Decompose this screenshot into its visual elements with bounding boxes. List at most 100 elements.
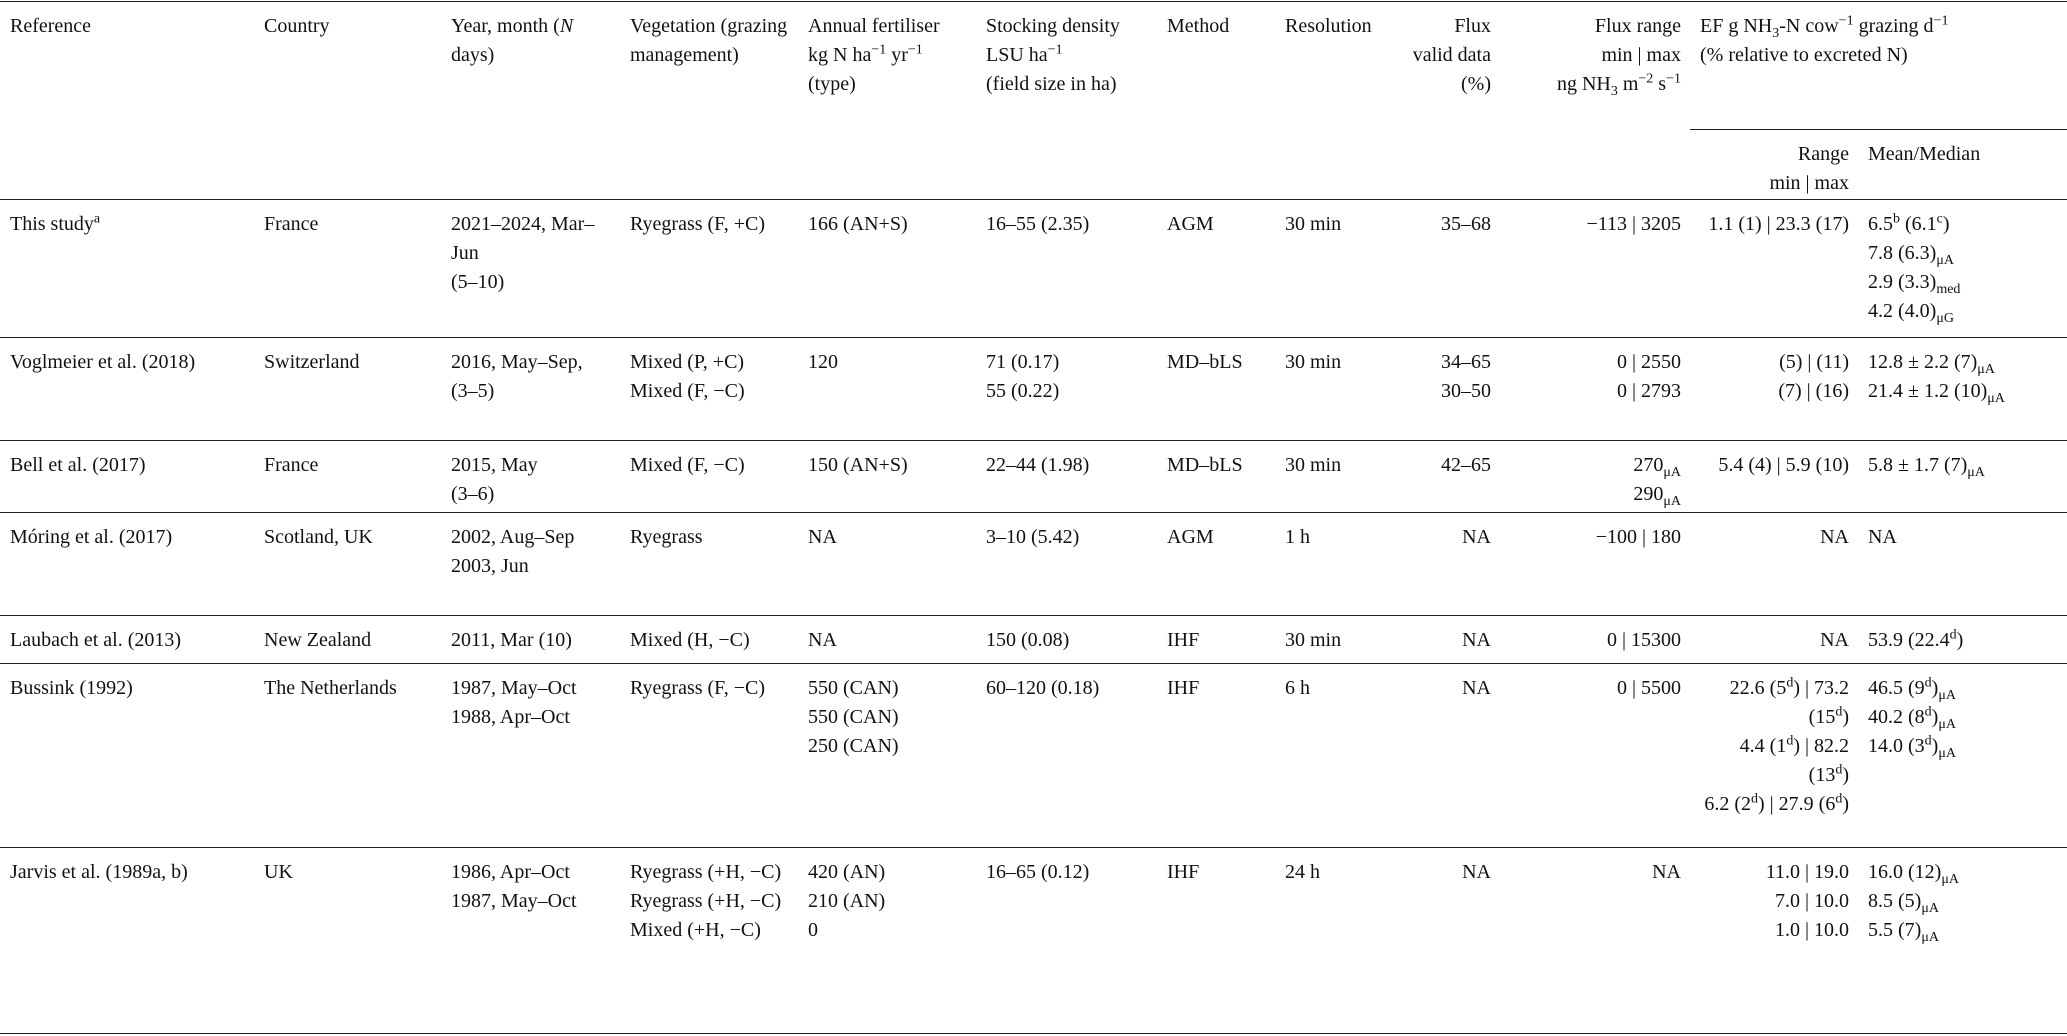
cell-line: Scotland, UK bbox=[264, 526, 373, 548]
subscript: med bbox=[1936, 282, 1961, 297]
subscript: μA bbox=[1921, 901, 1939, 916]
cell-line: MD–bLS bbox=[1167, 351, 1243, 373]
cell-line: 35–68 bbox=[1441, 213, 1491, 235]
text-run: (6.1 bbox=[1900, 213, 1937, 235]
header-cell: Stocking density LSU ha−1 (field size in h… bbox=[976, 1, 1157, 200]
cell-line: 6.2 (2d) | 27.9 (6d) bbox=[1700, 790, 1849, 819]
cell-line: 1986, Apr–Oct bbox=[451, 861, 570, 883]
table-cell: (5) | (11) (7) | (16) bbox=[1690, 337, 1858, 441]
subscript: μA bbox=[1938, 746, 1956, 761]
text-run: 5.5 (7) bbox=[1868, 919, 1922, 941]
cell-line: NA bbox=[1462, 677, 1491, 699]
cell-line: Bell et al. (2017) bbox=[10, 454, 146, 476]
cell-line: Flux range bbox=[1594, 15, 1681, 37]
subscript: μG bbox=[1936, 311, 1954, 326]
text-run: 4.2 (4.0) bbox=[1868, 300, 1937, 322]
cell-line: 46.5 (9d)μA bbox=[1868, 674, 2058, 703]
table-cell: 22.6 (5d) | 73.2 (15d) 4.4 (1d) | 82.2 (1… bbox=[1690, 663, 1858, 848]
table-cell: 0 | 2550 0 | 2793 bbox=[1500, 337, 1690, 441]
table-row: Móring et al. (2017) Scotland, UK 2002, Au… bbox=[0, 512, 2067, 616]
cell-line: 11.0 | 19.0 bbox=[1765, 861, 1849, 883]
table-cell: The Netherlands bbox=[254, 663, 441, 848]
table-cell: 34–65 30–50 bbox=[1400, 337, 1500, 441]
text-run: 12.8 ± 2.2 (7) bbox=[1868, 351, 1978, 373]
subheader-cell: Mean/Median bbox=[1858, 129, 2067, 200]
table-row: Bell et al. (2017) France 2015, May (3–6) Mi… bbox=[0, 440, 2067, 513]
text-run: ) | 27.9 (6 bbox=[1758, 793, 1836, 815]
table-cell: 1987, May–Oct 1988, Apr–Oct bbox=[441, 663, 620, 848]
cell-line: 6.5b (6.1c) bbox=[1868, 210, 2058, 239]
table-cell: Ryegrass bbox=[620, 512, 798, 616]
table-cell: 2016, May–Sep, (3–5) bbox=[441, 337, 620, 441]
text-run: 7.8 (6.3) bbox=[1868, 242, 1937, 264]
table-cell: 120 bbox=[798, 337, 976, 441]
subscript: μA bbox=[1921, 930, 1939, 945]
header-cell: Reference bbox=[0, 1, 254, 200]
subscript: μA bbox=[1938, 688, 1956, 703]
cell-line: 2011, Mar (10) bbox=[451, 629, 572, 651]
cell-line: 7.8 (6.3)μA bbox=[1868, 239, 2058, 268]
subscript: 3 bbox=[1772, 26, 1780, 41]
text-run: 46.5 (9 bbox=[1868, 677, 1925, 699]
cell-line: 40.2 (8d)μA bbox=[1868, 703, 2058, 732]
header-cell: Annual fertiliser kg N ha−1 yr−1 (type) bbox=[798, 1, 976, 200]
table-cell: 30 min bbox=[1275, 615, 1400, 664]
cell-line: ng NH3 m−2 s−1 bbox=[1510, 70, 1681, 99]
cell-line: AGM bbox=[1167, 526, 1214, 548]
superscript: −1 bbox=[907, 42, 923, 58]
table-cell: Ryegrass (F, +C) bbox=[620, 199, 798, 338]
superscript: −1 bbox=[1933, 13, 1949, 29]
text-run: yr bbox=[886, 44, 908, 66]
text-run: -N cow bbox=[1779, 15, 1839, 37]
cell-line: (type) bbox=[808, 73, 856, 95]
cell-line: 30 min bbox=[1285, 629, 1342, 651]
cell-line: (% relative to excreted N) bbox=[1700, 44, 1908, 66]
cell-line: 8.5 (5)μA bbox=[1868, 887, 2058, 916]
cell-line: Vegetation (grazing management) bbox=[630, 15, 788, 66]
header-cell: Vegetation (grazing management) bbox=[620, 1, 798, 200]
table-cell: 11.0 | 19.0 7.0 | 10.0 1.0 | 10.0 bbox=[1690, 847, 1858, 1034]
table-cell: 6 h bbox=[1275, 663, 1400, 848]
table-cell: 2011, Mar (10) bbox=[441, 615, 620, 664]
cell-line: LSU ha−1 bbox=[986, 41, 1148, 70]
table-cell: 71 (0.17) 55 (0.22) bbox=[976, 337, 1157, 441]
table-cell: NA bbox=[1400, 847, 1500, 1034]
cell-line: 12.8 ± 2.2 (7)μA bbox=[1868, 348, 2058, 377]
superscript: −1 bbox=[871, 42, 887, 58]
cell-line: 14.0 (3d)μA bbox=[1868, 732, 2058, 761]
cell-line: −113 | 3205 bbox=[1586, 213, 1681, 235]
subscript: 3 bbox=[1610, 84, 1618, 99]
cell-line: 5.8 ± 1.7 (7)μA bbox=[1868, 451, 2058, 480]
cell-line: Mixed (P, +C) bbox=[630, 351, 745, 373]
table-cell: Mixed (H, −C) bbox=[620, 615, 798, 664]
text-run: 4.4 (1 bbox=[1739, 735, 1787, 757]
table-cell: IHF bbox=[1157, 847, 1275, 1034]
table-cell: New Zealand bbox=[254, 615, 441, 664]
text-run: 16.0 (12) bbox=[1868, 861, 1942, 883]
table-cell: 0 | 5500 bbox=[1500, 663, 1690, 848]
text-run: 21.4 ± 1.2 (10) bbox=[1868, 380, 1988, 402]
cell-line: 0 | 2550 bbox=[1616, 351, 1681, 373]
superscript: −1 bbox=[1047, 42, 1063, 58]
cell-line: Method bbox=[1167, 15, 1230, 37]
table-cell: NA bbox=[798, 615, 976, 664]
cell-line: 53.9 (22.4d) bbox=[1868, 626, 2058, 655]
cell-line: 150 (0.08) bbox=[986, 629, 1070, 651]
superscript: b bbox=[1893, 211, 1900, 227]
table-cell: 30 min bbox=[1275, 337, 1400, 441]
cell-line: min | max bbox=[1601, 44, 1681, 66]
cell-line: 210 (AN) bbox=[808, 890, 886, 912]
text-run: 53.9 (22.4 bbox=[1868, 629, 1950, 651]
table-cell: NA bbox=[1690, 512, 1858, 616]
cell-line: 24 h bbox=[1285, 861, 1320, 883]
cell-line: 250 (CAN) bbox=[808, 735, 899, 757]
text-run: Year, month ( bbox=[451, 15, 560, 37]
text-run: 14.0 (3 bbox=[1868, 735, 1925, 757]
cell-line: IHF bbox=[1167, 629, 1200, 651]
cell-line: NA bbox=[808, 526, 837, 548]
text-run: ) | 73.2 (15 bbox=[1793, 677, 1849, 728]
cell-line: min | max bbox=[1769, 172, 1849, 194]
table-cell: 42–65 bbox=[1400, 440, 1500, 513]
subscript: μA bbox=[1663, 465, 1681, 480]
cell-line: (field size in ha) bbox=[986, 73, 1117, 95]
